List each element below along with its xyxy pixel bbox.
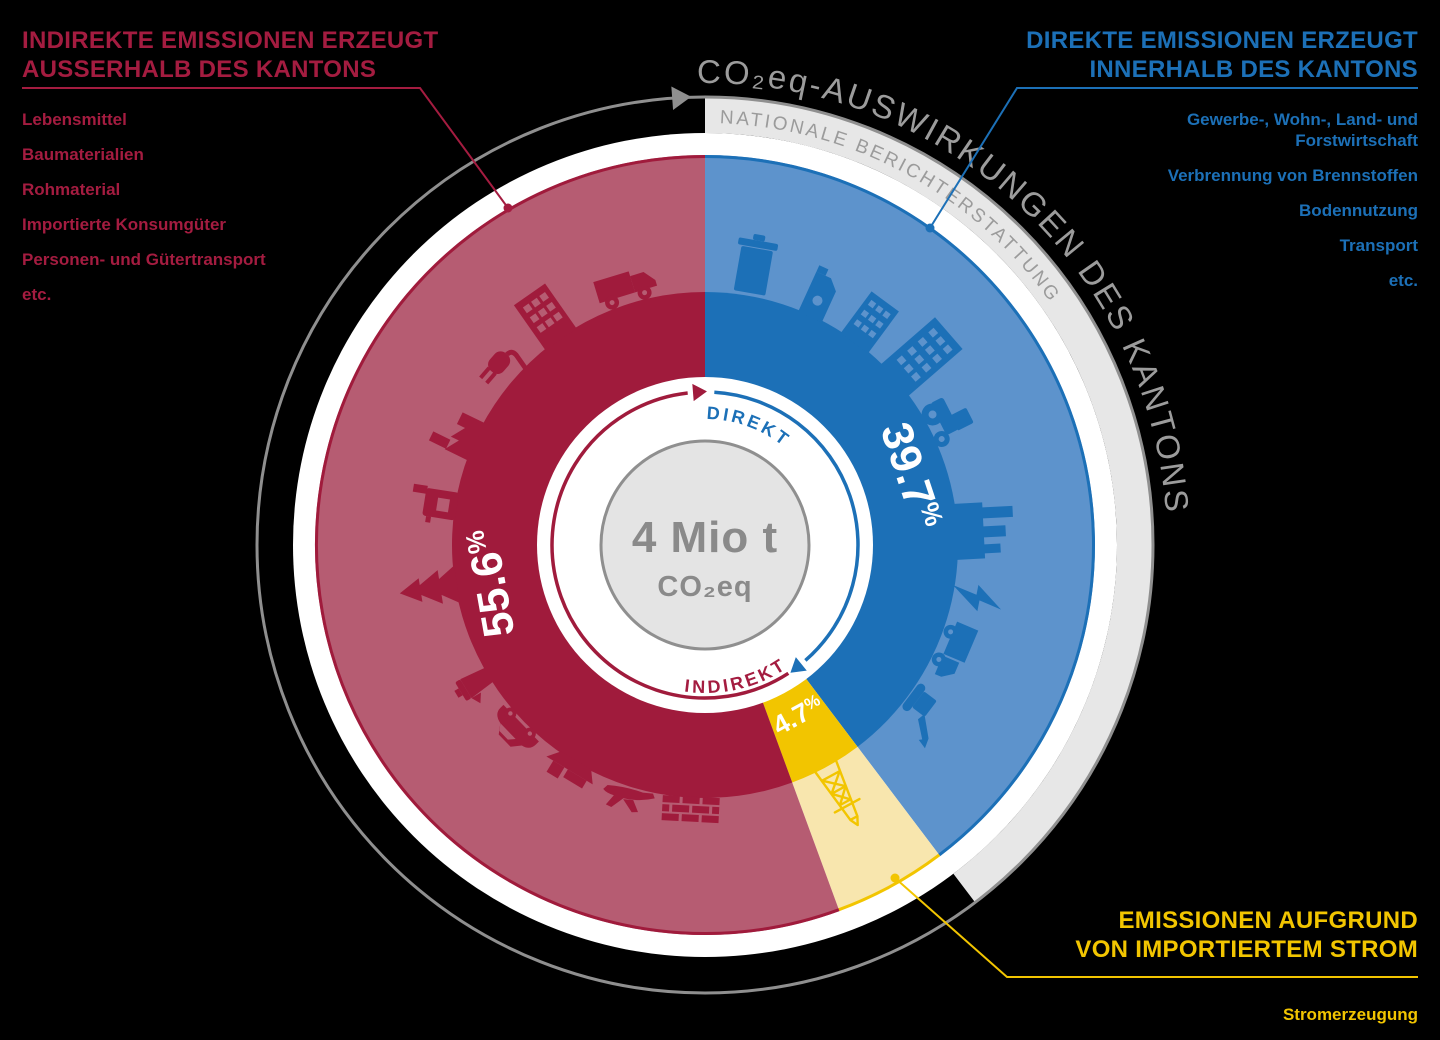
car-icon: [497, 704, 539, 748]
excavator-icon: [902, 683, 937, 749]
legend-item: etc.: [1388, 271, 1418, 290]
lightning-bolt-icon: [952, 584, 1002, 612]
legend-imported-title: EMISSIONEN AUFGRUND VON IMPORTIERTEM STR…: [948, 906, 1418, 964]
legend-direct-items: Gewerbe-, Wohn-, Land- und Forstwirtscha…: [948, 109, 1418, 291]
total-unit: CO₂eq: [657, 571, 752, 603]
connector-direct: [929, 87, 1418, 229]
connector-indirect: [22, 87, 509, 209]
legend-item: Baumaterialien: [22, 145, 144, 164]
connector-dot-direct: [925, 223, 935, 233]
legend-item: etc.: [22, 285, 52, 304]
tractor-icon: [921, 397, 974, 447]
power-plug-icon: [479, 349, 528, 385]
trash-bin-icon: [734, 234, 779, 296]
pie-slice-indirect-edge: [315, 155, 840, 935]
legend-item: Verbrennung von Brennstoffen: [1167, 166, 1418, 185]
coffee-pot-icon: [454, 667, 494, 704]
cargo-ship-icon: [546, 751, 593, 789]
connector-dot-imported: [890, 873, 900, 883]
airplane-icon: [603, 785, 655, 813]
legend-indirect: INDIREKTE EMISSIONEN ERZEUGT AUSSERHALB …: [22, 26, 502, 319]
outer-gray-circle: [255, 95, 1155, 995]
legend-direct-title-line2: INNERHALB DES KANTONS: [1089, 56, 1418, 83]
legend-indirect-title-line1: INDIREKTE EMISSIONEN ERZEUGT: [22, 27, 439, 54]
legend-indirect-title-line2: AUSSERHALB DES KANTONS: [22, 56, 377, 83]
legend-item: Gewerbe-, Wohn-, Land- und Forstwirtscha…: [1186, 110, 1418, 150]
legend-item: Rohmaterial: [22, 180, 121, 199]
pie-slice-direct-edge: [704, 155, 1095, 857]
power-pylon-icon: [813, 758, 861, 827]
legend-item: Importierte Konsumgüter: [22, 215, 227, 234]
sector-pictograms: [399, 234, 1013, 827]
legend-direct-title: DIREKTE EMISSIONEN ERZEUGT INNERHALB DES…: [948, 26, 1418, 84]
legend-imported-power: EMISSIONEN AUFGRUND VON IMPORTIERTEM STR…: [948, 906, 1418, 1039]
legend-item: Lebensmittel: [22, 110, 127, 129]
legend-item: Stromerzeugung: [1282, 1005, 1418, 1024]
legend-indirect-items: Lebensmittel Baumaterialien Rohmaterial Imp…: [22, 109, 502, 305]
factory-icon: [428, 412, 486, 461]
outer-circle-arrow-icon: [671, 86, 692, 110]
legend-imported-items: Stromerzeugung: [948, 1004, 1418, 1025]
legend-imported-title-line2: VON IMPORTIERTEM STROM: [1075, 936, 1418, 963]
truck-icon: [931, 621, 979, 677]
connector-dot-indirect: [503, 203, 513, 213]
pie-slice-imported-edge: [838, 853, 941, 912]
factory-icon: [954, 502, 1013, 560]
legend-item: Transport: [1339, 236, 1418, 255]
direct-flow-arrow-icon: [790, 657, 807, 673]
oil-canister-icon: [798, 265, 836, 323]
apartment-building-icon: [513, 283, 577, 351]
indirect-flow-arrow-icon: [692, 383, 707, 402]
direct-flow-arc: [714, 390, 860, 662]
boiler-icon: [412, 483, 459, 523]
legend-imported-title-line1: EMISSIONEN AUFGRUND: [1118, 907, 1418, 934]
donut-center: 4 Mio t CO₂eq DIREKT INDIREKT: [537, 377, 873, 713]
indirect-flow-arc: [550, 391, 790, 700]
center-disc: [599, 439, 811, 651]
legend-indirect-title: INDIREKTE EMISSIONEN ERZEUGT AUSSERHALB …: [22, 26, 502, 84]
reporting-band: [705, 97, 1153, 903]
legend-item: Bodennutzung: [1299, 201, 1418, 220]
legend-direct-title-line1: DIREKTE EMISSIONEN ERZEUGT: [1026, 27, 1418, 54]
brick-wall-icon: [661, 795, 720, 824]
fir-tree-icon: [399, 565, 461, 604]
office-building-icon: [840, 291, 899, 354]
slice-percent-label-indirect: 55.6%: [457, 525, 524, 641]
apartment-tower-icon: [880, 317, 963, 397]
connector-imported: [894, 877, 1418, 978]
legend-item: Personen- und Gütertransport: [22, 250, 266, 269]
delivery-truck-icon: [593, 271, 658, 310]
total-value: 4 Mio t: [632, 513, 778, 562]
legend-direct: DIREKTE EMISSIONEN ERZEUGT INNERHALB DES…: [948, 26, 1418, 305]
